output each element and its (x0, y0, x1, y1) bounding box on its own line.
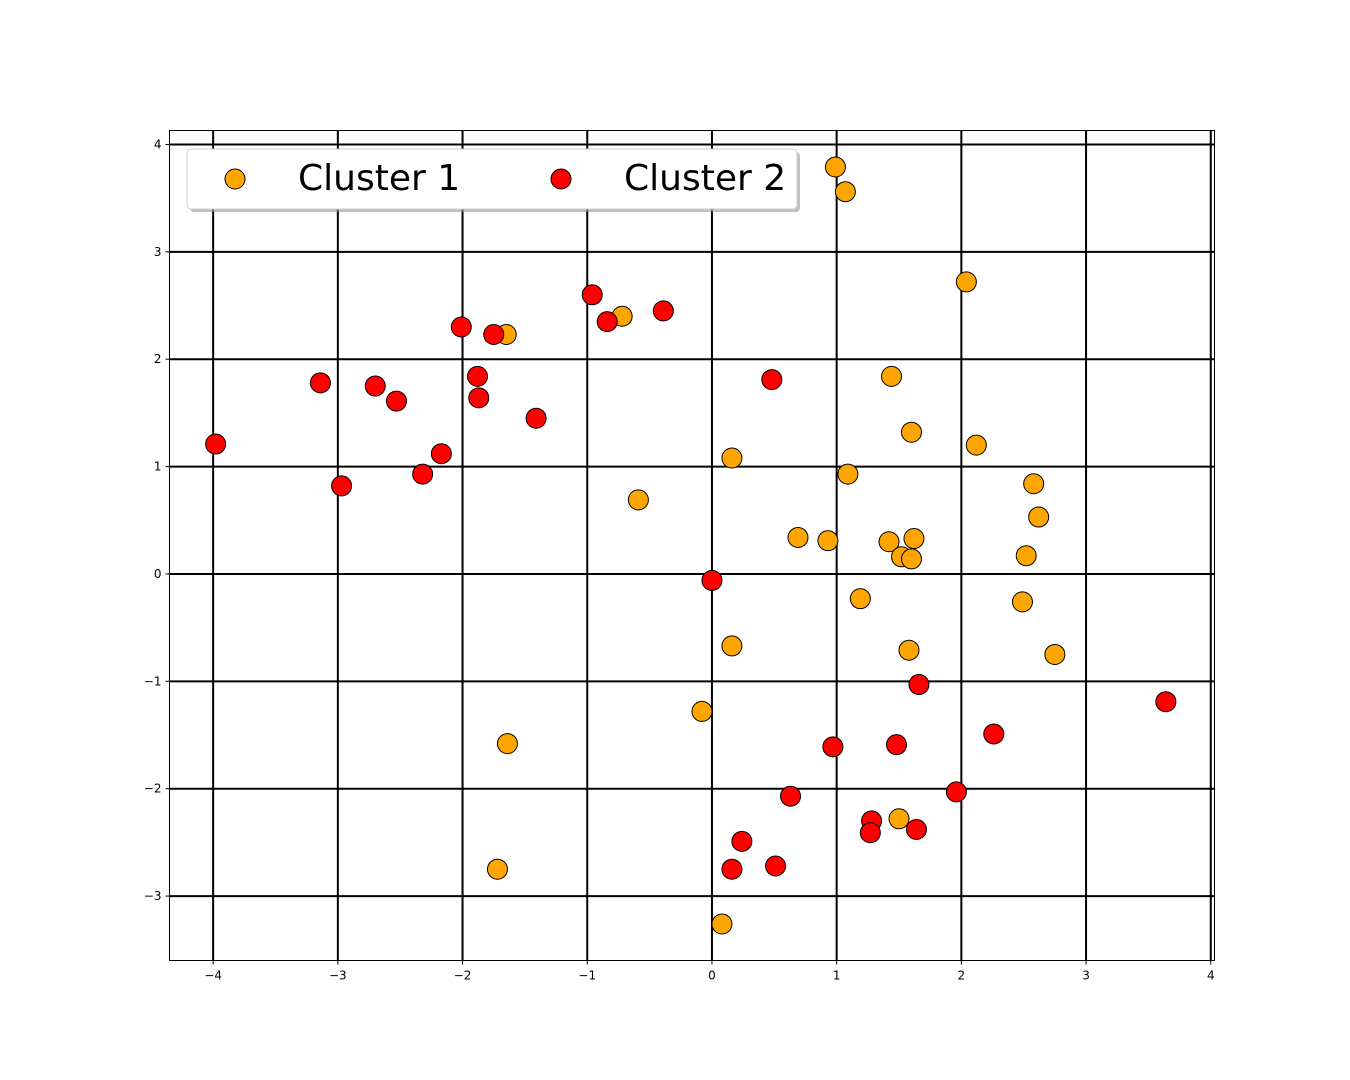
cluster-2-point (1155, 691, 1177, 713)
cluster-1-point (903, 528, 925, 550)
cluster-1-point (1011, 591, 1033, 613)
cluster-1-point (817, 530, 839, 552)
cluster-2-point (701, 569, 723, 591)
cluster-2-point (205, 433, 227, 455)
cluster-1-point (711, 913, 733, 935)
cluster-2-point (525, 407, 547, 429)
cluster-2-point (412, 463, 434, 485)
cluster-1-point (837, 463, 859, 485)
legend-marker-cluster-2 (550, 168, 572, 190)
cluster-2-point (905, 819, 927, 841)
cluster-2-point (468, 387, 490, 409)
cluster-2-point (331, 475, 353, 497)
cluster-1-point (965, 434, 987, 456)
cluster-2-point (483, 324, 505, 346)
cluster-1-point (955, 271, 977, 293)
legend: Cluster 1 Cluster 2 (186, 148, 800, 212)
cluster-2-point (886, 734, 908, 756)
grid-lines (169, 130, 1215, 961)
cluster-2-point (983, 723, 1005, 745)
cluster-1-point (900, 421, 922, 443)
x-tick-label: 0 (708, 969, 716, 983)
cluster-2-point (467, 365, 489, 387)
cluster-1-point (496, 733, 518, 755)
y-tick-label: 2 (154, 352, 162, 366)
cluster-1-point (888, 808, 910, 830)
y-tick-label: 1 (154, 460, 162, 474)
x-tick-label: 3 (1082, 969, 1090, 983)
x-tick-label: −3 (329, 969, 347, 983)
cluster-2-point (908, 674, 930, 696)
cluster-1-point (849, 588, 871, 610)
cluster-2-point (822, 736, 844, 758)
cluster-1-point (787, 526, 809, 548)
x-tick-label: −1 (578, 969, 596, 983)
cluster-2-point (364, 375, 386, 397)
cluster-1-point (898, 639, 920, 661)
cluster-2-point (721, 858, 743, 880)
y-tick-label: −2 (144, 782, 162, 796)
cluster-2-point (652, 300, 674, 322)
cluster-1-point (824, 156, 846, 178)
legend-marker-cluster-1 (224, 168, 246, 190)
cluster-1-point (1023, 473, 1045, 495)
cluster-2-point (780, 785, 802, 807)
cluster-1-point (834, 181, 856, 203)
legend-label-cluster-1: Cluster 1 (298, 158, 460, 199)
cluster-2-point (731, 830, 753, 852)
cluster-2-point (581, 284, 603, 306)
legend-label-cluster-2: Cluster 2 (624, 158, 786, 199)
cluster-1-point (878, 531, 900, 553)
cluster-1-point (1028, 506, 1050, 528)
cluster-2-point (450, 316, 472, 338)
cluster-2-point (859, 822, 881, 844)
y-tick-label: 0 (154, 567, 162, 581)
y-tick-label: 3 (154, 245, 162, 259)
cluster-1-point (627, 489, 649, 511)
x-tick-label: −4 (204, 969, 222, 983)
cluster-1-point (721, 447, 743, 469)
cluster-2-point (309, 372, 331, 394)
x-tick-label: 2 (958, 969, 966, 983)
cluster-2-point (945, 781, 967, 803)
cluster-1-point (1015, 545, 1037, 567)
axis-ticks: −4 −3 −2 −1 0 1 2 3 4 −3 −2 −1 0 1 2 3 4 (144, 137, 1215, 982)
cluster-1-point (691, 700, 713, 722)
cluster-1-point (881, 365, 903, 387)
y-tick-label: −1 (144, 674, 162, 688)
cluster-2-point (385, 390, 407, 412)
cluster-2-point (430, 443, 452, 465)
y-tick-label: −3 (144, 889, 162, 903)
x-tick-label: −2 (454, 969, 472, 983)
data-points (205, 156, 1177, 935)
cluster-1-point (900, 548, 922, 570)
x-tick-label: 1 (833, 969, 841, 983)
cluster-1-point (486, 858, 508, 880)
cluster-1-point (1044, 643, 1066, 665)
x-tick-label: 4 (1207, 969, 1215, 983)
cluster-2-point (596, 311, 618, 333)
cluster-1-point (721, 635, 743, 657)
cluster-2-point (761, 369, 783, 391)
y-tick-label: 4 (154, 137, 162, 151)
cluster-2-point (765, 855, 787, 877)
legend-box (186, 148, 798, 210)
plot-frame (169, 130, 1215, 961)
